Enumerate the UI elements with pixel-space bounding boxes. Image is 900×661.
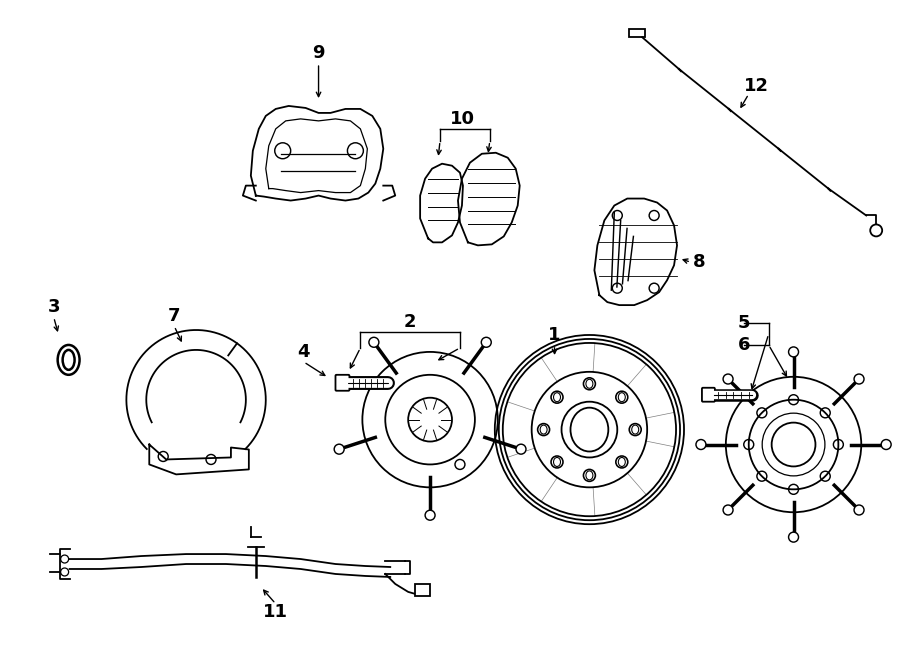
Circle shape	[723, 374, 733, 384]
Text: 9: 9	[312, 44, 325, 62]
Polygon shape	[420, 164, 463, 243]
Text: 5: 5	[737, 314, 750, 332]
Text: 8: 8	[693, 253, 706, 271]
Polygon shape	[594, 198, 677, 305]
Polygon shape	[458, 153, 519, 245]
Circle shape	[516, 444, 526, 454]
Circle shape	[854, 374, 864, 384]
Text: 7: 7	[168, 307, 180, 325]
Text: 11: 11	[263, 603, 288, 621]
Circle shape	[788, 347, 798, 357]
Circle shape	[425, 510, 435, 520]
Circle shape	[854, 505, 864, 515]
Text: 1: 1	[548, 326, 561, 344]
Circle shape	[482, 337, 491, 347]
Text: 12: 12	[744, 77, 770, 95]
FancyBboxPatch shape	[702, 388, 715, 402]
Text: 2: 2	[404, 313, 417, 331]
FancyBboxPatch shape	[629, 29, 645, 37]
Polygon shape	[251, 106, 383, 200]
FancyBboxPatch shape	[415, 584, 430, 596]
Circle shape	[369, 337, 379, 347]
FancyBboxPatch shape	[336, 375, 349, 391]
Text: 6: 6	[737, 336, 750, 354]
Text: 3: 3	[48, 298, 60, 316]
Circle shape	[881, 440, 891, 449]
Circle shape	[870, 225, 882, 237]
Text: 10: 10	[449, 110, 474, 128]
Circle shape	[334, 444, 344, 454]
Circle shape	[723, 505, 733, 515]
Circle shape	[696, 440, 706, 449]
Text: 4: 4	[297, 343, 310, 361]
Circle shape	[788, 532, 798, 542]
